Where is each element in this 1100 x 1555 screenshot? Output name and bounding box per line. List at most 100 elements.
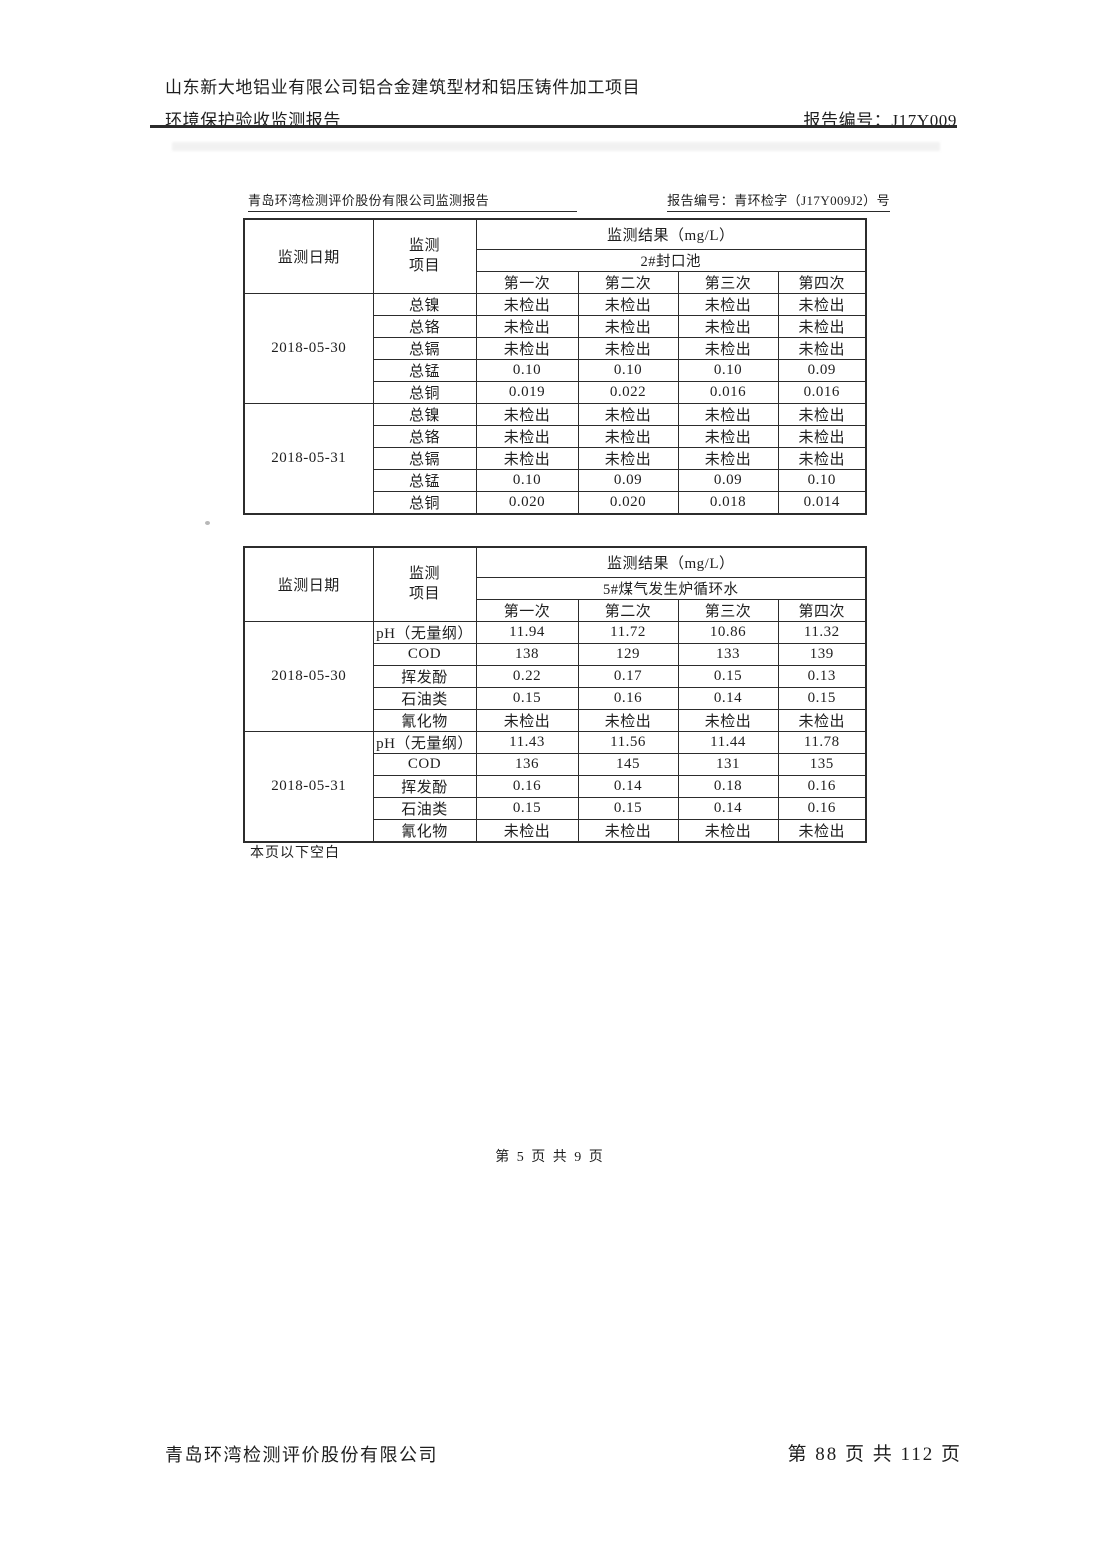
result-value-cell: 0.15	[475, 796, 579, 820]
table-row: 2018-05-30 pH（无量纲） 11.94 11.72 10.86 11.32	[243, 620, 867, 732]
result-value-cell: 0.16	[577, 686, 679, 710]
col-header-result: 监测结果（mg/L）	[475, 218, 867, 250]
monitor-item-cell: 总铜	[372, 490, 477, 514]
result-value-cell: 0.09	[677, 468, 779, 492]
result-value-cell: 136	[475, 752, 579, 776]
run-header-4: 第四次	[777, 270, 867, 294]
report-number: 报告编号：J17Y009	[803, 110, 957, 130]
scan-artifact	[205, 521, 210, 525]
result-value-cell: 0.10	[777, 468, 867, 492]
monitor-item-cell: 总镍	[372, 292, 477, 316]
result-value-cell: 0.14	[577, 774, 679, 798]
monitor-date-cell: 2018-05-31	[243, 402, 374, 514]
table-row: 总铬 未检出 未检出 未检出 未检出	[244, 424, 867, 448]
report-title: 环境保护验收监测报告	[165, 110, 341, 130]
result-value-cell: 138	[475, 642, 579, 666]
result-value-cell: 0.16	[475, 774, 579, 798]
result-value-cell: 未检出	[777, 446, 867, 470]
result-value-cell: 未检出	[777, 314, 867, 338]
result-value-cell: 0.16	[777, 796, 867, 820]
result-value-cell: 0.18	[677, 774, 779, 798]
table-row: 挥发酚 0.22 0.17 0.15 0.13	[244, 664, 867, 688]
monitor-item-cell: 总铬	[372, 424, 477, 448]
result-value-cell: 11.44	[677, 730, 779, 754]
result-value-cell: 未检出	[577, 314, 679, 338]
result-value-cell: 未检出	[677, 336, 779, 360]
result-value-cell: 0.09	[577, 468, 679, 492]
result-value-cell: 11.43	[475, 730, 579, 754]
inner-page-number: 第 5 页 共 9 页	[495, 1150, 605, 1165]
table-row: 总铜 0.019 0.022 0.016 0.016	[244, 380, 867, 404]
monitor-item-cell: 总镍	[372, 402, 477, 426]
result-value-cell: 未检出	[777, 424, 867, 448]
result-value-cell: 0.17	[577, 664, 679, 688]
table-header-row: 监测日期 监测 项目 监测结果（mg/L）	[243, 546, 867, 622]
result-value-cell: 未检出	[577, 336, 679, 360]
table-header-row: 监测日期 监测 项目 监测结果（mg/L）	[243, 218, 867, 294]
result-value-cell: 0.019	[475, 380, 579, 404]
monitor-date-cell: 2018-05-30	[243, 292, 374, 404]
result-value-cell: 未检出	[577, 424, 679, 448]
col-header-item: 监测 项目	[372, 546, 477, 622]
monitor-item-cell: 总镉	[372, 336, 477, 360]
result-value-cell: 未检出	[777, 708, 867, 732]
result-value-cell: 10.86	[677, 620, 779, 644]
col-header-item-line2: 项目	[408, 586, 440, 603]
lab-report-title: 青岛环湾检测评价股份有限公司监测报告	[248, 190, 578, 212]
result-value-cell: 0.016	[677, 380, 779, 404]
result-value-cell: 未检出	[475, 446, 579, 470]
result-value-cell: 未检出	[777, 336, 867, 360]
result-value-cell: 0.020	[475, 490, 579, 514]
result-value-cell: 未检出	[777, 292, 867, 316]
run-header-1: 第一次	[475, 270, 579, 294]
result-value-cell: 139	[777, 642, 867, 666]
table-row: 挥发酚 0.16 0.14 0.18 0.16	[244, 774, 867, 798]
result-value-cell: 未检出	[677, 446, 779, 470]
lab-report-number: 报告编号：青环检字（J17Y009J2）号	[667, 190, 890, 212]
table-row: 氰化物 未检出 未检出 未检出 未检出	[244, 818, 867, 842]
result-value-cell: 0.15	[577, 796, 679, 820]
monitor-item-cell: 挥发酚	[372, 774, 477, 798]
table-subheader: 青岛环湾检测评价股份有限公司监测报告 报告编号：青环检字（J17Y009J2）号	[248, 190, 890, 212]
table-row: 2018-05-31 pH（无量纲） 11.43 11.56 11.44 11.78	[243, 730, 867, 842]
result-value-cell: 0.14	[677, 796, 779, 820]
table-run-row: 第一次 第二次 第三次 第四次	[244, 598, 867, 622]
result-value-cell: 未检出	[577, 292, 679, 316]
result-value-cell: 0.10	[577, 358, 679, 382]
monitor-item-cell: pH（无量纲）	[372, 730, 477, 754]
result-value-cell: 未检出	[677, 424, 779, 448]
result-value-cell: 未检出	[475, 336, 579, 360]
result-value-cell: 未检出	[475, 818, 579, 842]
blank-below-note: 本页以下空白	[250, 846, 340, 861]
monitor-item-cell: 总锰	[372, 468, 477, 492]
table-row: 氰化物 未检出 未检出 未检出 未检出	[244, 708, 867, 732]
result-value-cell: 0.10	[677, 358, 779, 382]
table-row: 石油类 0.15 0.16 0.14 0.15	[244, 686, 867, 710]
result-value-cell: 0.09	[777, 358, 867, 382]
result-value-cell: 未检出	[677, 292, 779, 316]
result-value-cell: 未检出	[475, 314, 579, 338]
result-value-cell: 未检出	[677, 818, 779, 842]
monitor-item-cell: pH（无量纲）	[372, 620, 477, 644]
project-title: 山东新大地铝业有限公司铝合金建筑型材和铝压铸件加工项目	[165, 78, 641, 97]
table-row: 2018-05-31 总镍 未检出 未检出 未检出 未检出	[243, 402, 867, 514]
monitor-item-cell: 氰化物	[372, 818, 477, 842]
sampling-location: 5#煤气发生炉循环水	[475, 576, 867, 600]
result-value-cell: 未检出	[577, 446, 679, 470]
result-value-cell: 129	[577, 642, 679, 666]
col-header-result: 监测结果（mg/L）	[475, 546, 867, 578]
result-value-cell: 未检出	[777, 402, 867, 426]
result-value-cell: 11.32	[777, 620, 867, 644]
result-value-cell: 0.14	[677, 686, 779, 710]
monitor-item-cell: 总铜	[372, 380, 477, 404]
monitor-date-cell: 2018-05-30	[243, 620, 374, 732]
table-row: 总锰 0.10 0.09 0.09 0.10	[244, 468, 867, 492]
result-value-cell: 0.018	[677, 490, 779, 514]
result-value-cell: 0.13	[777, 664, 867, 688]
sampling-location: 2#封口池	[475, 248, 867, 272]
result-value-cell: 未检出	[475, 402, 579, 426]
run-header-2: 第二次	[577, 270, 679, 294]
col-header-item-line1: 监测	[408, 566, 440, 582]
footer-page-number: 第 88 页 共 112 页	[787, 1444, 962, 1465]
result-value-cell: 0.016	[777, 380, 867, 404]
